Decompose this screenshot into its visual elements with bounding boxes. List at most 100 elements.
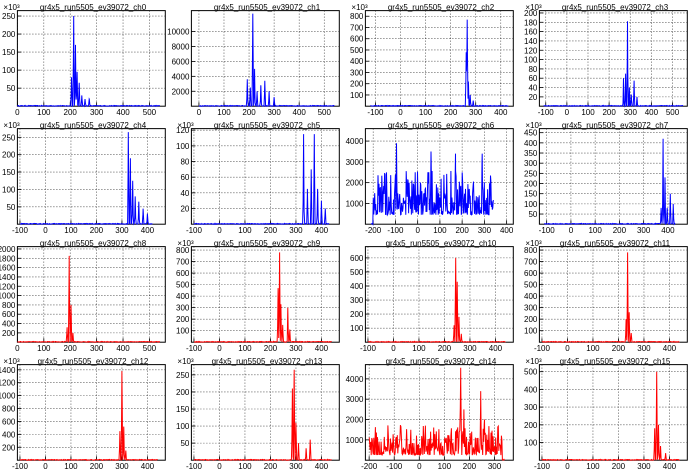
y-tick-label: 200 [2, 30, 16, 39]
y-tick-label: 1600 [0, 264, 16, 273]
y-tick-label: 800 [2, 301, 16, 310]
plot-frame [538, 246, 688, 343]
series-line [194, 252, 332, 344]
y-tick-label: 80 [180, 158, 189, 167]
plot-frame [16, 10, 166, 107]
y-tick-label: 140 [524, 37, 538, 46]
y-tick-label: 2000 [0, 245, 16, 254]
x-tick-label: 200 [90, 462, 104, 471]
x-tick-label: 400 [500, 226, 514, 235]
series-line [543, 21, 684, 108]
y-tick-label: 100 [176, 327, 190, 336]
y-tick-label: 8000 [172, 42, 190, 51]
y-tick-label: 200 [524, 421, 538, 430]
x-tick-label: 100 [433, 226, 447, 235]
x-tick-label: 0 [197, 108, 202, 117]
y-tick-label: 3000 [346, 395, 364, 404]
panel-title: gr4x5_run5505_ev39072_ch7 [562, 121, 669, 130]
y-tick-label: 500 [350, 268, 364, 277]
series-line [541, 252, 680, 344]
x-tick-label: 300 [267, 108, 281, 117]
x-tick-label: 100 [581, 108, 595, 117]
y-tick-label: 150 [524, 190, 538, 199]
x-tick-label: 100 [438, 462, 452, 471]
x-tick-label: 100 [412, 344, 426, 353]
series-line [370, 19, 509, 108]
x-tick-label: 300 [624, 108, 638, 117]
x-tick-label: -100 [367, 108, 384, 117]
x-tick-label: 500 [318, 108, 332, 117]
y-tick-label: 20 [180, 205, 189, 214]
x-tick-label: -100 [12, 462, 29, 471]
y-exponent-label: ×10³ [3, 357, 20, 366]
x-tick-label: 300 [488, 462, 502, 471]
y-tick-label: 400 [524, 139, 538, 148]
x-tick-label: 400 [293, 108, 307, 117]
x-tick-label: 0 [398, 108, 403, 117]
y-tick-label: 2000 [172, 87, 190, 96]
panel-ch3: -100 0 100 200 300 400 50020406080100120140160… [524, 3, 688, 117]
y-tick-label: 800 [524, 246, 538, 255]
y-tick-label: 100 [176, 142, 190, 151]
panel-title: gr4x5_run5505_ev39072_ch5 [214, 121, 321, 130]
x-tick-label: 300 [115, 226, 129, 235]
y-tick-label: 200 [176, 388, 190, 397]
panel-ch15: -100 0 100 200 300 400 100 200 300 400 500 gr4x5_ru… [524, 357, 688, 471]
y-tick-label: 80 [528, 65, 537, 74]
series-line [544, 138, 676, 226]
panel-title: gr4x5_run5505_ev39072_ch9 [214, 239, 321, 248]
plot-frame [190, 364, 340, 461]
series-line [17, 15, 160, 108]
y-tick-label: 2000 [346, 179, 364, 188]
y-tick-label: 50 [6, 84, 15, 93]
plot-frame [538, 128, 688, 225]
panel-ch8: 0100200300400500200400600800100012001400… [0, 239, 166, 353]
x-tick-label: 0 [43, 226, 48, 235]
x-tick-label: -100 [186, 344, 203, 353]
x-tick-label: 400 [116, 108, 130, 117]
series-line [193, 134, 330, 226]
x-tick-label: 200 [64, 344, 78, 353]
x-tick-label: 0 [217, 226, 222, 235]
plot-frame [364, 10, 514, 107]
x-tick-label: 400 [661, 226, 675, 235]
x-tick-label: -100 [12, 226, 29, 235]
x-tick-label: 200 [455, 226, 469, 235]
x-tick-label: 0 [565, 108, 570, 117]
series-line [19, 132, 153, 226]
y-tick-label: 600 [2, 310, 16, 319]
y-tick-label: 700 [524, 258, 538, 267]
y-tick-label: 1200 [0, 379, 16, 388]
x-tick-label: 0 [15, 108, 20, 117]
x-tick-label: 100 [217, 108, 231, 117]
y-tick-label: 400 [524, 292, 538, 301]
y-tick-label: 350 [524, 149, 538, 158]
y-tick-label: 450 [524, 129, 538, 138]
x-tick-label: -100 [186, 226, 203, 235]
y-tick-label: 300 [524, 159, 538, 168]
y-tick-label: 160 [524, 28, 538, 37]
x-tick-label: 200 [612, 344, 626, 353]
y-tick-label: 200 [350, 310, 364, 319]
panel-title: gr4x5_run5505_ev39072_ch14 [386, 357, 497, 366]
x-tick-label: 0 [565, 462, 570, 471]
y-tick-label: 1000 [0, 392, 16, 401]
y-tick-label: 800 [2, 405, 16, 414]
panel-ch2: -100 0 100 200 300 400 100 200 300 400 500 600 700 80… [350, 3, 514, 117]
y-tick-label: 600 [176, 269, 190, 278]
y-tick-label: 800 [350, 12, 364, 21]
y-tick-label: 200 [350, 80, 364, 89]
y-tick-label: 300 [524, 403, 538, 412]
x-tick-label: -100 [386, 462, 403, 471]
y-tick-label: 10000 [167, 28, 190, 37]
panel-title: gr4x5_run5505_ev39072_ch3 [562, 3, 669, 12]
y-tick-label: 50 [528, 210, 537, 219]
x-tick-label: 100 [238, 344, 252, 353]
y-exponent-label: ×10³ [351, 3, 368, 12]
y-tick-label: 100 [524, 56, 538, 65]
y-tick-label: 300 [350, 296, 364, 305]
x-tick-label: -100 [360, 344, 377, 353]
x-tick-label: 0 [415, 226, 420, 235]
x-tick-label: 0 [569, 226, 574, 235]
